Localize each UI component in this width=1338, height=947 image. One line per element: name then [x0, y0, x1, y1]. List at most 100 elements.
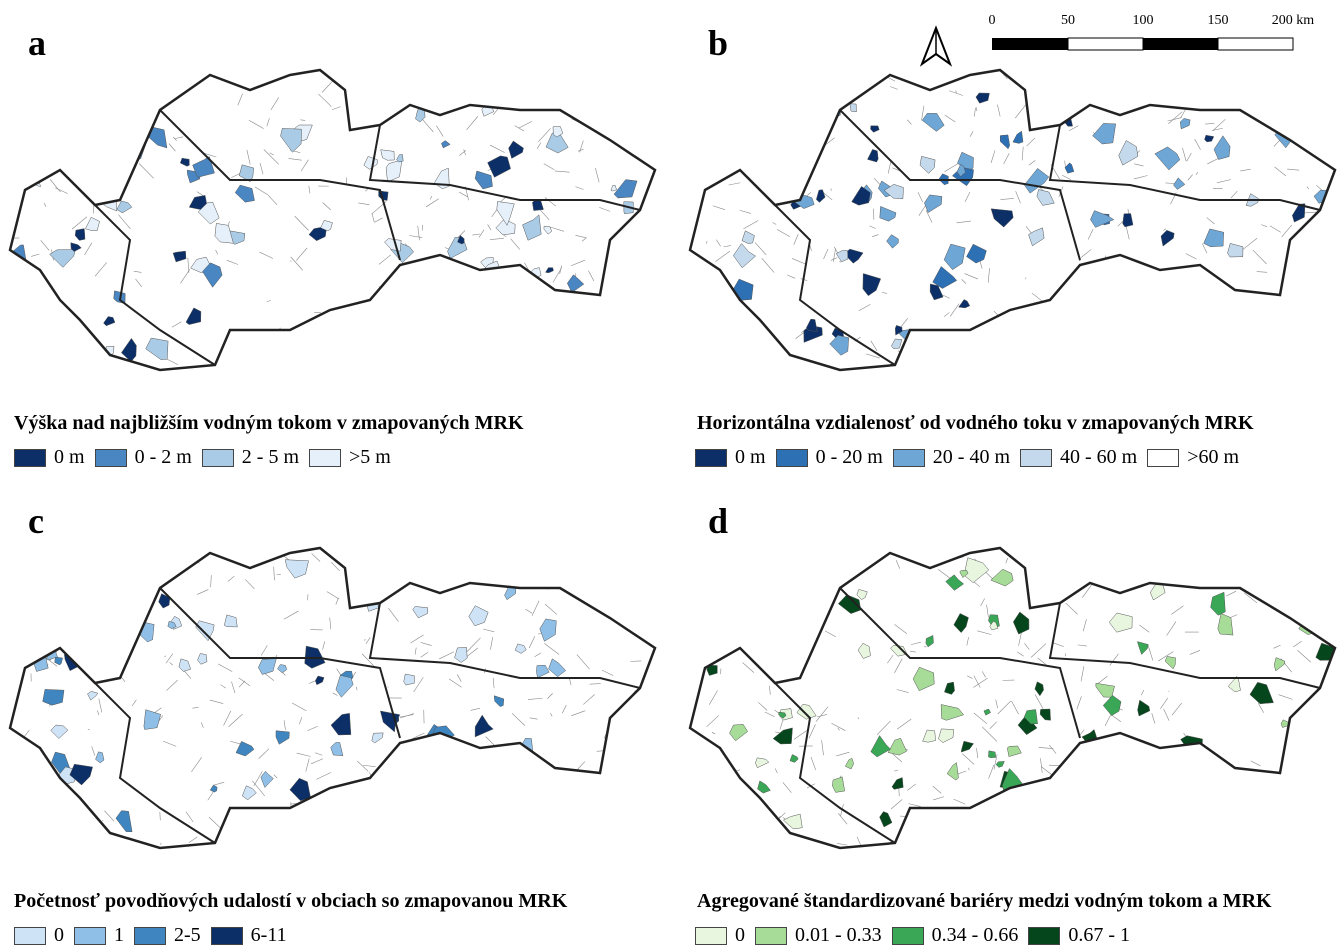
municipality	[515, 816, 533, 835]
border	[1212, 828, 1218, 834]
municipality	[23, 143, 30, 151]
border	[1180, 358, 1194, 361]
border	[138, 79, 139, 81]
legend-item: 20 - 40 m	[893, 446, 1010, 469]
border	[445, 289, 455, 292]
border	[1224, 839, 1237, 840]
border	[257, 552, 259, 557]
border	[65, 159, 68, 161]
municipality	[1280, 585, 1289, 594]
border	[714, 285, 720, 297]
municipality	[43, 689, 64, 705]
border	[747, 599, 748, 605]
municipality	[1098, 765, 1110, 778]
municipality	[635, 767, 644, 775]
municipality	[785, 582, 800, 593]
border	[1049, 318, 1059, 324]
border	[1137, 305, 1139, 320]
border	[410, 347, 424, 359]
municipality	[16, 600, 31, 614]
border	[687, 344, 694, 354]
municipality	[30, 316, 42, 330]
border	[797, 109, 807, 121]
legend-swatch	[14, 449, 46, 467]
border	[1223, 790, 1237, 799]
border	[543, 314, 551, 328]
border	[1082, 99, 1094, 105]
border	[491, 790, 498, 797]
border	[404, 823, 413, 825]
border	[801, 164, 804, 170]
municipality	[437, 801, 450, 814]
border	[243, 362, 250, 375]
border	[406, 545, 420, 548]
municipality	[105, 635, 118, 645]
municipality	[230, 826, 238, 834]
border	[741, 367, 747, 368]
border	[484, 335, 494, 350]
legend-label: 0 m	[735, 446, 766, 469]
border	[704, 742, 706, 746]
panel-letter: d	[708, 500, 728, 542]
legend-swatch	[134, 927, 166, 945]
border	[1315, 617, 1320, 627]
municipality	[1186, 323, 1193, 330]
border	[416, 291, 428, 293]
border	[1005, 846, 1018, 850]
border	[790, 176, 797, 190]
border	[368, 331, 379, 334]
scale-bar	[992, 38, 1293, 50]
municipality	[481, 318, 494, 332]
border	[73, 557, 75, 567]
municipality	[1036, 580, 1053, 601]
border	[77, 162, 88, 174]
border	[1222, 328, 1228, 331]
border	[1303, 339, 1313, 345]
municipality	[553, 778, 574, 795]
border	[511, 359, 517, 362]
municipality	[523, 302, 537, 314]
border	[731, 70, 733, 78]
municipality	[1101, 351, 1108, 357]
legend-swatch	[95, 449, 127, 467]
border	[93, 345, 98, 352]
border	[860, 79, 862, 89]
municipality	[442, 751, 463, 769]
municipality	[285, 330, 300, 343]
map	[10, 536, 669, 855]
municipality	[77, 813, 93, 827]
border	[545, 345, 557, 350]
border	[656, 129, 660, 131]
legend-label: 6-11	[251, 924, 287, 947]
municipality	[697, 632, 714, 650]
municipality	[27, 144, 37, 157]
border	[68, 316, 75, 322]
border	[1047, 809, 1060, 820]
municipality	[49, 298, 59, 306]
border	[751, 77, 760, 83]
legend-item: 0.01 - 0.33	[755, 924, 882, 947]
border	[49, 100, 63, 102]
border	[382, 837, 391, 847]
border	[339, 798, 342, 799]
border	[443, 322, 453, 329]
border	[515, 333, 527, 343]
border	[346, 827, 354, 828]
border	[411, 570, 416, 580]
legend-swatch	[1147, 449, 1179, 467]
municipality	[397, 311, 412, 327]
legend-label: 2-5	[174, 924, 201, 947]
border	[1301, 357, 1315, 365]
border	[37, 809, 44, 818]
border	[1129, 275, 1133, 283]
legend-item: >60 m	[1147, 446, 1239, 469]
border	[1219, 295, 1232, 301]
border	[26, 592, 33, 605]
border	[634, 270, 641, 280]
border	[633, 78, 641, 81]
border	[597, 82, 601, 87]
border	[723, 642, 724, 644]
legend-swatch	[892, 927, 924, 945]
